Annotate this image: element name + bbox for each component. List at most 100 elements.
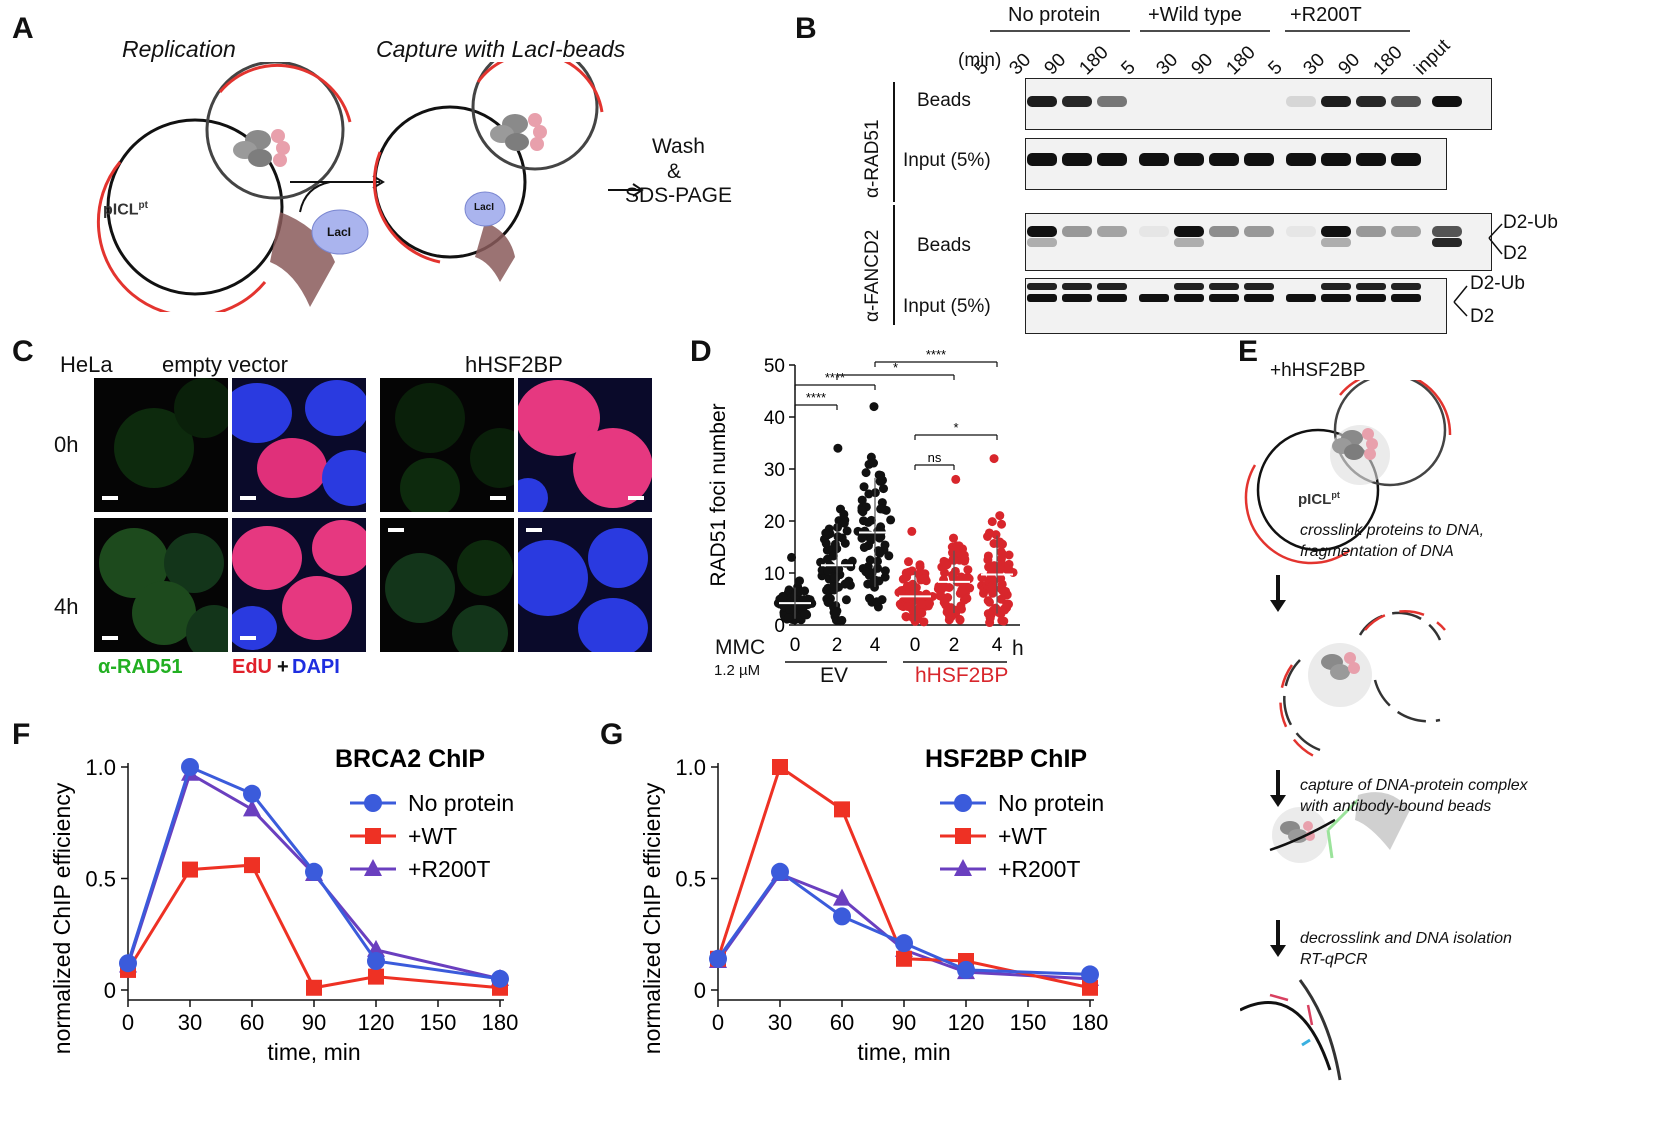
band-rad51-input [1027, 153, 1057, 166]
legend-marker [955, 828, 971, 844]
micro-ev-0h-merge [232, 378, 366, 512]
band-fancd2-beads-d2 [1174, 238, 1204, 247]
data-point [949, 533, 959, 543]
data-point [978, 588, 988, 598]
data-point [833, 532, 843, 542]
data-point [921, 576, 931, 586]
legend-label: +WT [998, 823, 1047, 849]
sig-label: **** [926, 350, 946, 362]
marker-square [834, 801, 850, 818]
data-point [869, 577, 879, 587]
capture-label: Capture with LacI-beads [376, 36, 626, 62]
data-point [948, 570, 958, 580]
sig-label: ns [928, 450, 942, 465]
data-point [989, 454, 999, 464]
band-fancd2-input-ub [1391, 283, 1421, 290]
data-point [903, 602, 913, 612]
x-tick-label: 120 [948, 1010, 985, 1035]
y-tick-label: 50 [764, 356, 785, 377]
panel-label-c: C [12, 335, 34, 368]
data-point [988, 588, 998, 598]
data-point [998, 549, 1008, 559]
data-point [869, 458, 879, 468]
group-underlines [990, 30, 1410, 32]
band-fancd2-input-d2 [1356, 294, 1386, 302]
marker-circle [181, 758, 199, 776]
data-point [996, 594, 1006, 604]
marker-circle [709, 949, 727, 968]
band-rad51-input [1174, 153, 1204, 166]
row-beads-fancd2: Beads [917, 235, 971, 256]
legend-marker [365, 828, 381, 844]
marker-circle [1081, 965, 1099, 984]
band-fancd2-input-ub [1062, 283, 1092, 290]
data-point [925, 598, 935, 608]
band-fancd2-beads-ub [1139, 226, 1169, 237]
legend-label: +R200T [408, 856, 490, 882]
data-point [917, 608, 927, 618]
data-point [783, 613, 793, 623]
data-point [829, 581, 839, 591]
mmc-conc: 1.2 µM [714, 662, 761, 679]
step2-line1: capture of DNA-protein complex [1300, 777, 1528, 794]
chart-title: HSF2BP ChIP [925, 745, 1087, 773]
x-tick-label: 2 [832, 635, 843, 656]
band-fancd2-input-d2 [1321, 294, 1351, 302]
data-point [822, 585, 832, 595]
data-point [877, 504, 887, 514]
band-fancd2-beads-ub [1062, 226, 1092, 237]
data-point [869, 402, 879, 412]
data-point [944, 582, 954, 592]
band-fancd2-beads-ub [1097, 226, 1127, 237]
x-tick-label: 60 [240, 1010, 264, 1035]
series-line [716, 869, 1091, 976]
data-point [831, 608, 841, 618]
micro-hsf-0h-rad51 [380, 378, 514, 512]
legend-marker [954, 859, 972, 876]
y-tick-label: 0 [104, 978, 116, 1003]
x-tick-label: 0 [790, 635, 801, 656]
micro-hsf-0h-merge [518, 378, 652, 512]
fancd2-bracket [893, 205, 895, 325]
data-point [794, 587, 804, 597]
data-point [919, 617, 929, 627]
data-point [985, 613, 995, 623]
group-wild-type: +Wild type [1148, 4, 1242, 26]
replication-label: Replication [122, 36, 236, 62]
data-point [956, 604, 966, 614]
x-tick-label: 120 [358, 1010, 395, 1035]
y-tick-label: 30 [764, 460, 785, 481]
x-tick-label: 90 [302, 1010, 326, 1035]
stain-edu: EdU [232, 656, 272, 678]
legend-label: No protein [998, 790, 1104, 816]
data-point [917, 599, 927, 609]
data-point [865, 594, 875, 604]
cell-line-label: HeLa [60, 352, 113, 377]
lane-label-6: 90 [1187, 49, 1218, 80]
plasmid-label-a: pICLpt [103, 200, 148, 219]
band-rad51-input [1244, 153, 1274, 166]
x-tick-label: 60 [830, 1010, 854, 1035]
sig-label: **** [806, 390, 826, 405]
d2ub-label: D2-Ub [1503, 212, 1558, 233]
data-point [997, 519, 1007, 529]
data-point [785, 605, 795, 615]
step1-line2: fragmentation of DNA [1300, 543, 1454, 560]
data-point [880, 540, 890, 550]
series-line [126, 863, 501, 990]
band-fancd2-beads-ub [1432, 226, 1462, 237]
data-point [956, 572, 966, 582]
band-fancd2-beads-d2 [1321, 238, 1351, 247]
panel-label-g: G [600, 718, 624, 751]
x-tick-label: 2 [949, 635, 960, 656]
wash-label: Wash [652, 135, 705, 158]
band-fancd2-beads-ub [1174, 226, 1204, 237]
band-fancd2-beads-ub [1356, 226, 1386, 237]
data-point [879, 484, 889, 494]
x-tick-label: 4 [992, 635, 1003, 656]
band-fancd2-beads-ub [1391, 226, 1421, 237]
data-point [857, 495, 867, 505]
data-point [841, 595, 851, 605]
legend-label: +WT [408, 823, 457, 849]
blot-bands [1027, 96, 1462, 302]
